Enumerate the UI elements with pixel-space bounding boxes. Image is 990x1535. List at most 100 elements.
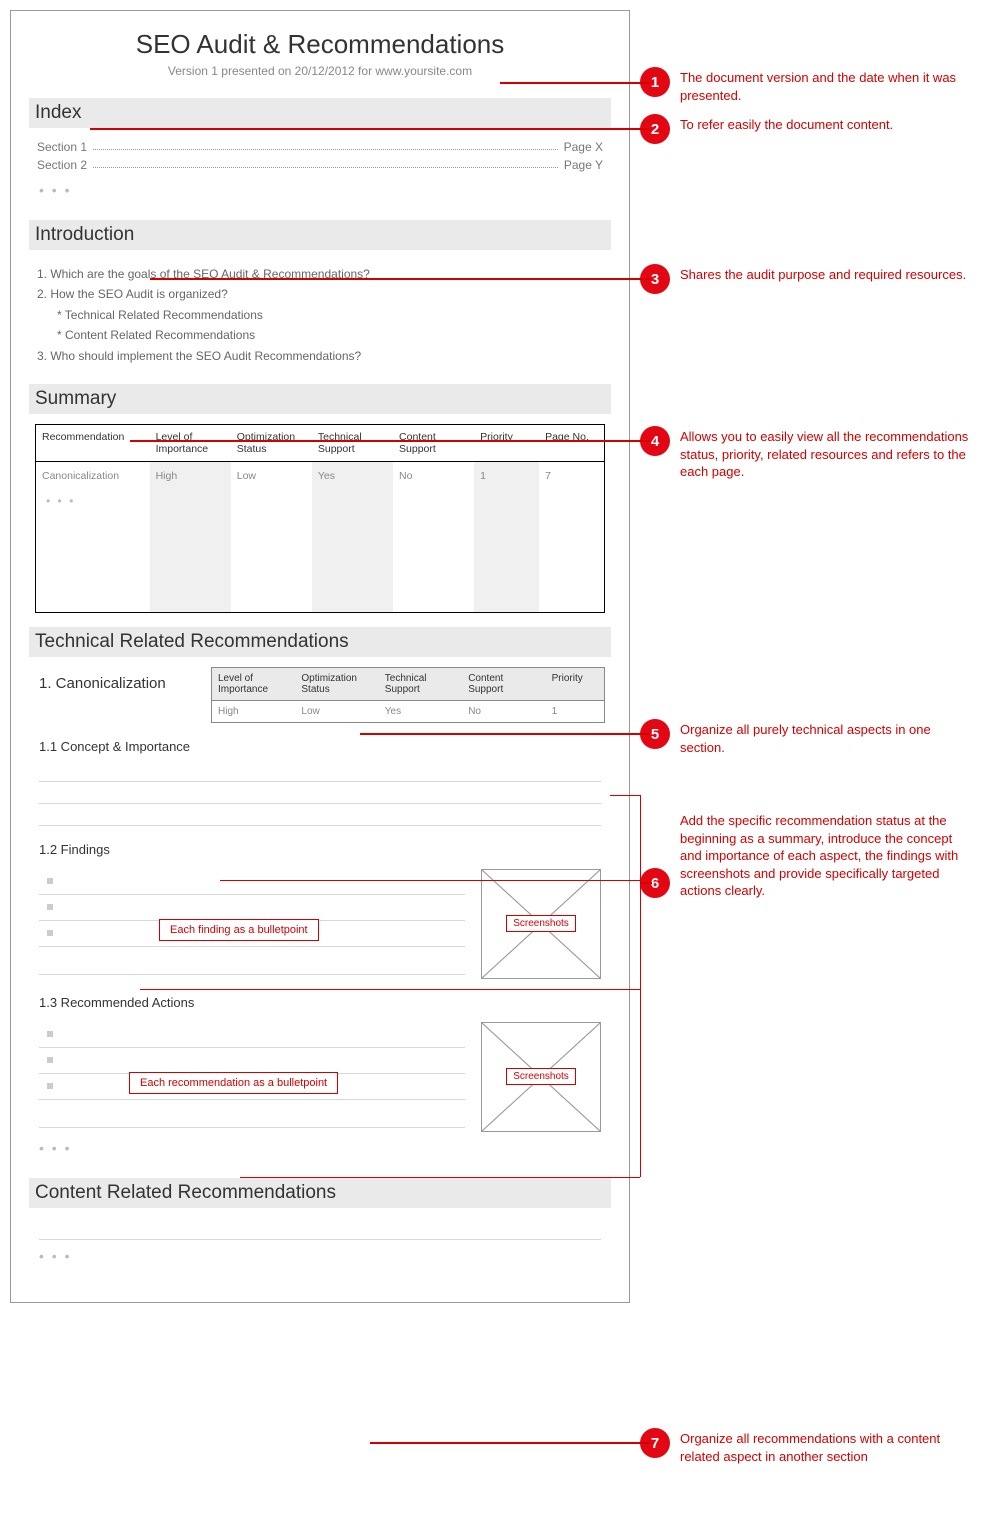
annotation-text-1: The document version and the date when i…	[680, 67, 970, 104]
connector-6v	[640, 795, 641, 1177]
annotation-2: 2 To refer easily the document content.	[640, 114, 970, 144]
connector-4	[130, 440, 650, 442]
screenshot-label: Screenshots	[506, 915, 576, 932]
summary-col: Priority	[474, 425, 539, 461]
technical-mini-table: Level of Importance Optimization Status …	[211, 667, 605, 723]
callout-finding: Each finding as a bulletpoint	[159, 919, 319, 941]
summary-col: Technical Support	[312, 425, 393, 461]
concept-lines	[29, 760, 611, 826]
summary-col: Recommendation	[36, 425, 150, 461]
technical-item-title: 1. Canonicalization	[29, 667, 199, 700]
callout-recommendation: Each recommendation as a bulletpoint	[129, 1072, 338, 1094]
mini-cell: High	[212, 701, 295, 722]
index-label: Section 1	[37, 140, 93, 154]
mini-col: Optimization Status	[295, 668, 378, 700]
summary-cell: Yes	[312, 462, 393, 490]
summary-col: Page No.	[539, 425, 604, 461]
screenshot-placeholder: Screenshots	[481, 869, 601, 979]
summary-col: Optimization Status	[231, 425, 312, 461]
connector-1	[500, 82, 650, 84]
mini-table-header: Level of Importance Optimization Status …	[212, 668, 604, 701]
section-index-header: Index	[29, 98, 611, 128]
mini-col: Level of Importance	[212, 668, 295, 700]
mini-table-body: High Low Yes No 1	[212, 701, 604, 722]
section-introduction-header: Introduction	[29, 220, 611, 250]
document-page: SEO Audit & Recommendations Version 1 pr…	[10, 10, 630, 1303]
bullet-row	[39, 895, 465, 921]
annotation-3: 3 Shares the audit purpose and required …	[640, 264, 970, 294]
section-content-header: Content Related Recommendations	[29, 1178, 611, 1208]
summary-cell: No	[393, 462, 474, 490]
annotation-1: 1 The document version and the date when…	[640, 67, 970, 104]
connector-6a	[610, 795, 640, 796]
summary-col: Level of Importance	[150, 425, 231, 461]
bullet-row	[39, 1022, 465, 1048]
actions-list: Each recommendation as a bulletpoint	[39, 1022, 465, 1128]
annotation-5: 5 Organize all purely technical aspects …	[640, 719, 970, 756]
connector-2	[90, 128, 650, 130]
intro-q2b: * Content Related Recommendations	[37, 325, 603, 345]
subheader-findings: 1.2 Findings	[29, 826, 611, 863]
subheader-concept: 1.1 Concept & Importance	[29, 723, 611, 760]
connector-7	[370, 1442, 650, 1444]
summary-col: Content Support	[393, 425, 474, 461]
summary-table-body: Canonicalization High Low Yes No 1 7 • •…	[36, 462, 604, 612]
annotation-text-4: Allows you to easily view all the recomm…	[680, 426, 970, 481]
connector-3	[150, 278, 650, 280]
document-title: SEO Audit & Recommendations	[29, 29, 611, 60]
annotation-4: 4 Allows you to easily view all the reco…	[640, 426, 970, 481]
actions-block: Each recommendation as a bulletpoint Scr…	[29, 1016, 611, 1132]
summary-cell: Canonicalization	[36, 462, 150, 490]
ellipsis: • • •	[29, 1132, 611, 1164]
technical-item-row: 1. Canonicalization Level of Importance …	[29, 667, 611, 723]
mini-col: Priority	[546, 668, 604, 700]
section-technical-header: Technical Related Recommendations	[29, 627, 611, 657]
summary-row: Canonicalization High Low Yes No 1 7	[36, 462, 604, 490]
index-dots	[93, 158, 558, 168]
screenshot-placeholder: Screenshots	[481, 1022, 601, 1132]
screenshot-label: Screenshots	[506, 1068, 576, 1085]
annotation-7: 7 Organize all recommendations with a co…	[640, 1428, 970, 1465]
summary-cell: 1	[474, 462, 539, 490]
document-subtitle: Version 1 presented on 20/12/2012 for ww…	[29, 64, 611, 78]
connector-6b	[220, 880, 640, 881]
summary-cell: 7	[539, 462, 604, 490]
index-page: Page Y	[558, 158, 603, 172]
intro-q1: 1. Which are the goals of the SEO Audit …	[37, 264, 603, 284]
mini-col: Technical Support	[379, 668, 462, 700]
mini-col: Content Support	[462, 668, 545, 700]
connector-6d	[240, 1177, 640, 1178]
summary-table-header: Recommendation Level of Importance Optim…	[36, 425, 604, 462]
annotation-text-2: To refer easily the document content.	[680, 114, 893, 134]
annotation-text-6: Add the specific recommendation status a…	[680, 810, 970, 900]
ellipsis: • • •	[29, 1240, 611, 1272]
content-lines	[29, 1218, 611, 1240]
index-row: Section 1 Page X	[29, 138, 611, 156]
connector-6c	[140, 989, 640, 990]
index-dots	[93, 140, 558, 150]
section-summary-header: Summary	[29, 384, 611, 414]
subheader-actions: 1.3 Recommended Actions	[29, 979, 611, 1016]
bullet-row	[39, 869, 465, 895]
annotation-text-7: Organize all recommendations with a cont…	[680, 1428, 970, 1465]
annotation-6: 6 Add the specific recommendation status…	[640, 810, 970, 900]
index-page: Page X	[558, 140, 603, 154]
connector-5	[360, 733, 650, 735]
bullet-row	[39, 1048, 465, 1074]
index-row: Section 2 Page Y	[29, 156, 611, 174]
summary-table: Recommendation Level of Importance Optim…	[35, 424, 605, 613]
introduction-content: 1. Which are the goals of the SEO Audit …	[29, 260, 611, 370]
summary-cell: High	[150, 462, 231, 490]
intro-q3: 3. Who should implement the SEO Audit Re…	[37, 346, 603, 366]
connector-6e	[640, 882, 652, 884]
ellipsis: • • •	[36, 490, 604, 512]
intro-q2: 2. How the SEO Audit is organized?	[37, 284, 603, 304]
mini-cell: Yes	[379, 701, 462, 722]
ellipsis: • • •	[29, 174, 611, 206]
summary-cell: Low	[231, 462, 312, 490]
index-label: Section 2	[37, 158, 93, 172]
mini-cell: 1	[546, 701, 604, 722]
mini-cell: No	[462, 701, 545, 722]
mini-cell: Low	[295, 701, 378, 722]
intro-q2a: * Technical Related Recommendations	[37, 305, 603, 325]
